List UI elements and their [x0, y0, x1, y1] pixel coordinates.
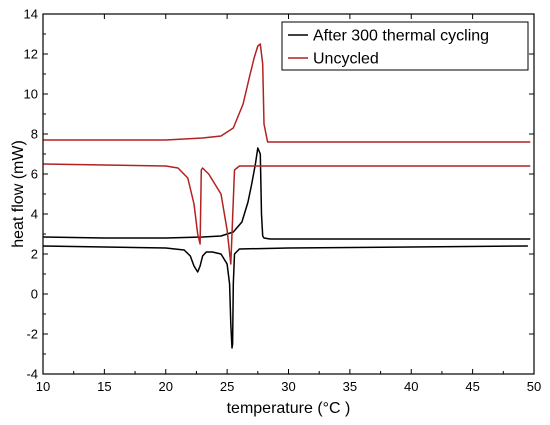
x-tick-label: 45 — [465, 379, 479, 394]
y-tick-label: 0 — [31, 287, 38, 302]
y-tick-label: 12 — [24, 47, 38, 62]
y-tick-label: -4 — [26, 367, 38, 382]
legend-label-after-cycling: After 300 thermal cycling — [313, 28, 489, 45]
y-tick-label: 8 — [31, 127, 38, 142]
series-line-after-cycling — [42, 147, 531, 240]
x-tick-label: 10 — [36, 379, 50, 394]
y-tick-label: 2 — [31, 247, 38, 262]
x-tick-label: 50 — [527, 379, 541, 394]
series-line-after-cycling — [42, 245, 528, 349]
legend-box — [281, 21, 529, 71]
x-tick-label: 15 — [97, 379, 111, 394]
legend-label-uncycled: Uncycled — [313, 51, 379, 68]
x-tick-label: 40 — [404, 379, 418, 394]
legend: After 300 thermal cycling Uncycled — [281, 21, 529, 71]
plot-area-frame — [42, 13, 535, 375]
y-tick-label: 10 — [24, 87, 38, 102]
x-tick-label: 20 — [159, 379, 173, 394]
series-line-uncycled — [43, 43, 531, 143]
series-lines — [42, 43, 531, 349]
x-tick-label: 30 — [281, 379, 295, 394]
y-tick-labels: -4 -2 0 2 4 6 8 10 12 14 — [24, 7, 38, 382]
x-axis-title: temperature (°C ) — [227, 400, 351, 417]
series-line-uncycled — [42, 163, 531, 265]
y-tick-label: 14 — [24, 7, 38, 22]
y-tick-label: 6 — [31, 167, 38, 182]
y-axis-title: heat flow (mW) — [10, 140, 27, 248]
y-tick-label: -2 — [26, 327, 38, 342]
x-tick-label: 35 — [343, 379, 357, 394]
y-tick-label: 4 — [31, 207, 38, 222]
x-tick-labels: 10 15 20 25 30 35 40 45 50 — [36, 379, 541, 394]
x-tick-label: 25 — [220, 379, 234, 394]
